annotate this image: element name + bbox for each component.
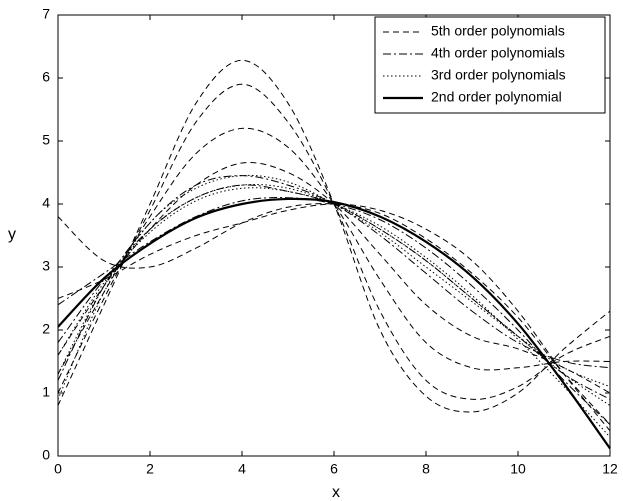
- x-tick-label: 4: [238, 461, 246, 477]
- y-tick-label: 5: [42, 132, 50, 148]
- curve: [57, 203, 611, 432]
- x-tick-label: 10: [510, 461, 526, 477]
- curve: [57, 127, 611, 375]
- y-tick-label: 7: [42, 6, 50, 22]
- legend-label: 3rd order polynomials: [431, 67, 566, 83]
- legend-label: 5th order polynomials: [431, 23, 565, 39]
- y-tick-label: 0: [42, 447, 50, 463]
- curve: [57, 175, 611, 381]
- curve: [57, 183, 611, 407]
- curve: [57, 59, 611, 413]
- curve: [57, 187, 611, 438]
- curve: [57, 197, 611, 450]
- y-tick-label: 6: [42, 69, 50, 85]
- y-tick-label: 3: [42, 258, 50, 274]
- y-tick-label: 4: [42, 195, 50, 211]
- x-axis-label: x: [332, 484, 340, 501]
- curve: [57, 162, 611, 394]
- legend-label: 4th order polynomials: [431, 45, 565, 61]
- curve: [57, 83, 611, 400]
- x-tick-label: 2: [146, 461, 154, 477]
- curve: [57, 184, 611, 400]
- x-tick-label: 6: [330, 461, 338, 477]
- curve: [57, 203, 611, 425]
- y-tick-label: 1: [42, 384, 50, 400]
- y-axis-label: y: [8, 226, 16, 243]
- x-tick-label: 0: [54, 461, 62, 477]
- x-tick-label: 12: [602, 461, 618, 477]
- curve: [57, 174, 611, 400]
- y-tick-label: 2: [42, 321, 50, 337]
- legend-label: 2nd order polynomial: [431, 89, 562, 105]
- x-tick-label: 8: [422, 461, 430, 477]
